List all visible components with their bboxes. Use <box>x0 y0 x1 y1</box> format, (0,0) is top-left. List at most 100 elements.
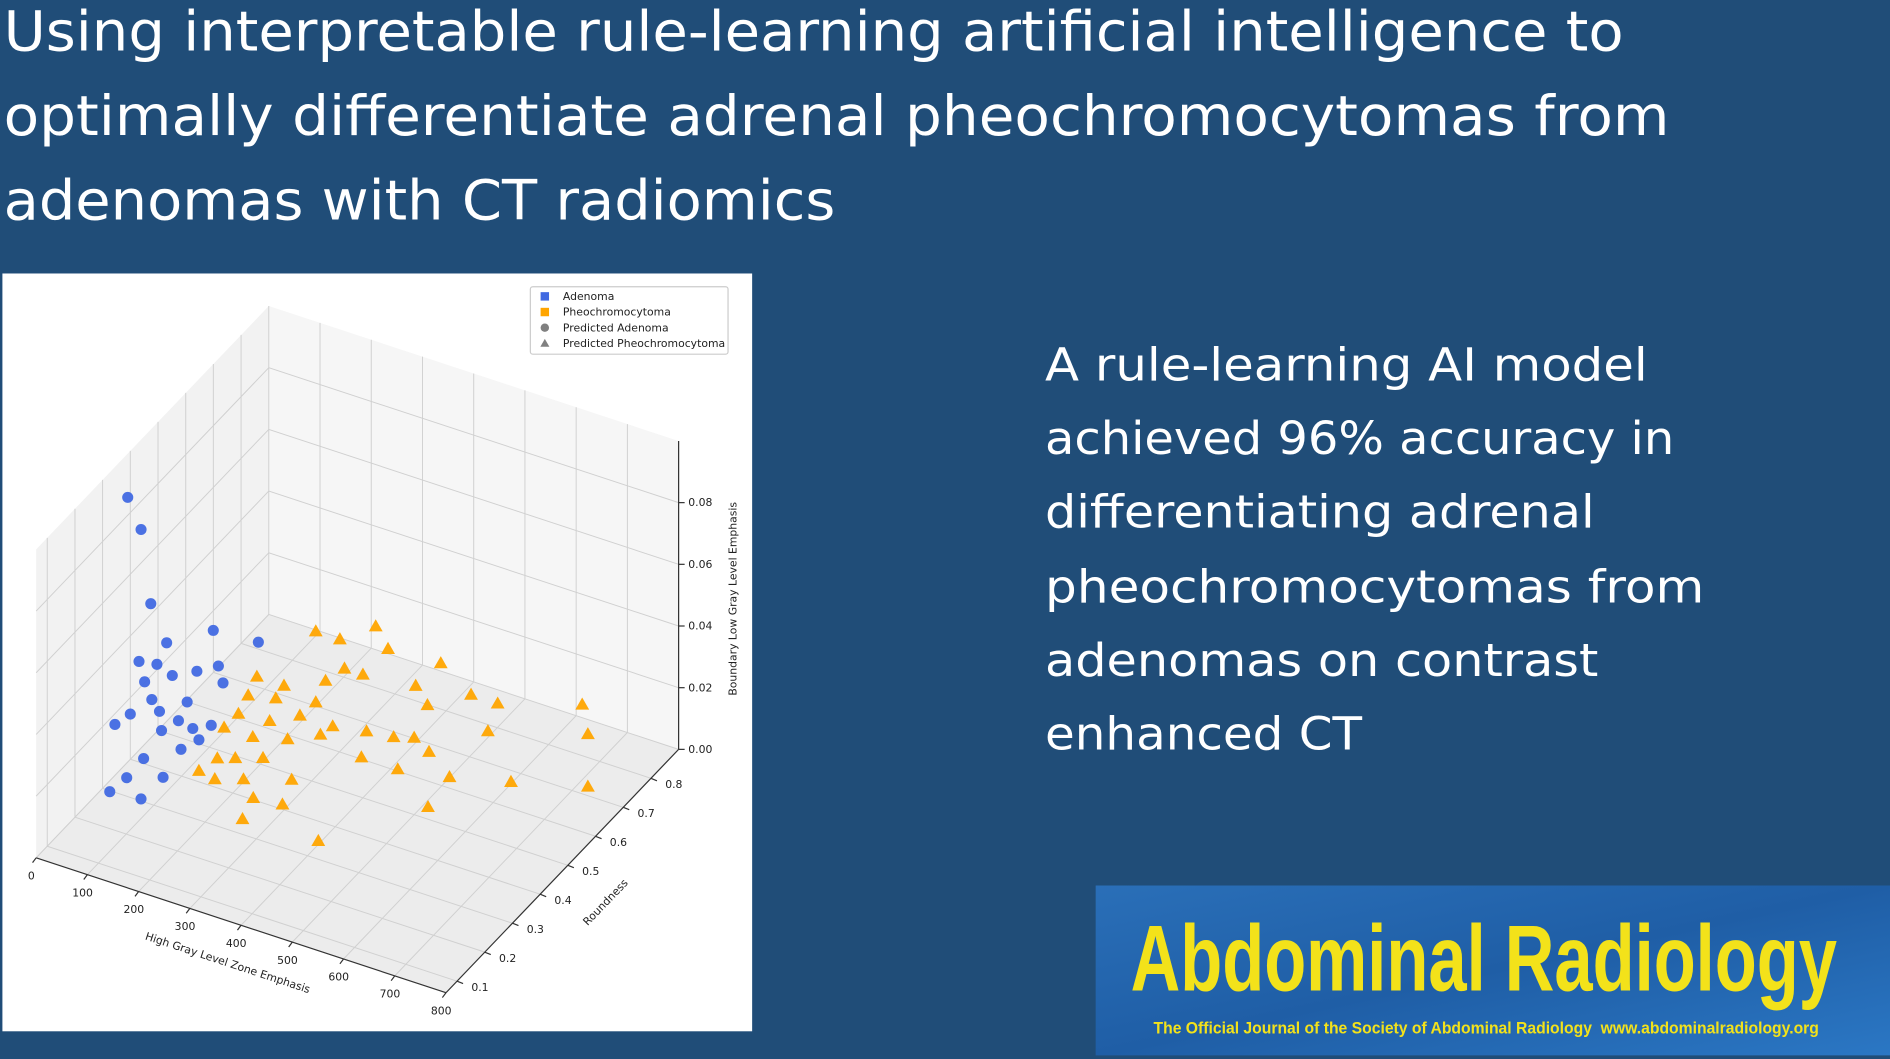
point <box>313 727 328 740</box>
point <box>575 697 590 710</box>
point <box>293 708 307 721</box>
y-tick-label: 0.4 <box>554 894 571 907</box>
point <box>217 677 229 689</box>
summary-line: achieved 96% accuracy in <box>1045 411 1674 465</box>
point <box>580 779 595 792</box>
point <box>135 523 147 536</box>
y-tick <box>512 922 519 927</box>
legend-marker <box>540 323 550 332</box>
point <box>284 772 299 785</box>
point <box>161 637 173 649</box>
point <box>490 696 505 709</box>
legend-box <box>529 286 729 355</box>
summary-line: adenomas on contrast <box>1045 633 1598 687</box>
point <box>193 734 205 746</box>
y-tick-label: 0.8 <box>665 778 682 791</box>
point <box>109 718 121 731</box>
point <box>139 676 151 688</box>
point <box>135 793 147 805</box>
journal-name: Abdominal Radiology <box>1131 905 1837 1010</box>
point <box>207 772 222 785</box>
point <box>231 706 246 719</box>
point <box>212 660 224 672</box>
point <box>138 753 150 765</box>
y-tick-label: 0.5 <box>582 865 599 878</box>
y-tick <box>595 835 602 840</box>
point <box>124 708 136 720</box>
point <box>262 713 277 726</box>
point <box>354 750 369 763</box>
point <box>368 619 383 632</box>
point <box>580 727 595 740</box>
point <box>359 724 374 737</box>
title-line: adenomas with CT radiomics <box>4 169 836 233</box>
point <box>192 763 206 776</box>
x-tick <box>441 992 447 998</box>
point <box>325 719 340 732</box>
point <box>332 632 347 645</box>
point <box>151 658 163 670</box>
grid-line <box>35 552 679 797</box>
point <box>421 799 435 813</box>
point <box>181 696 193 708</box>
x-tick <box>83 874 88 880</box>
point <box>246 790 261 803</box>
z-tick-label: 0.04 <box>688 620 712 633</box>
z-tick-label: 0.00 <box>688 743 712 756</box>
point <box>166 669 178 682</box>
point <box>187 722 199 735</box>
x-tick-label: 400 <box>226 937 247 950</box>
summary-line: differentiating adrenal <box>1045 485 1595 539</box>
point <box>104 786 116 798</box>
point <box>381 641 395 654</box>
legend-label: Pheochromocytoma <box>563 306 671 319</box>
point <box>422 744 436 757</box>
legend-label: Predicted Pheochromocytoma <box>563 337 725 350</box>
point <box>355 667 370 680</box>
point <box>390 762 405 775</box>
y-tick-label: 0.3 <box>527 923 544 936</box>
legend-label: Predicted Adenoma <box>563 321 669 334</box>
point <box>191 665 203 677</box>
z-axis-label: Boundary Low Gray Level Emphasis <box>726 502 739 696</box>
x-tick <box>134 891 140 897</box>
point <box>386 730 401 743</box>
point <box>442 769 457 783</box>
point <box>433 656 448 669</box>
point <box>407 730 422 743</box>
legend-marker <box>540 292 550 301</box>
x-tick-label: 500 <box>277 954 298 967</box>
x-tick <box>390 975 396 982</box>
x-tick-label: 300 <box>175 920 196 933</box>
y-tick <box>567 864 575 869</box>
point <box>133 655 145 667</box>
point <box>280 732 295 745</box>
y-tick <box>539 893 547 898</box>
journal-tagline: The Official Journal of the Society of A… <box>1154 1019 1819 1038</box>
legend-marker <box>540 307 550 317</box>
x-tick-label: 700 <box>380 988 401 1001</box>
point <box>308 624 323 637</box>
x-tick-label: 800 <box>431 1004 452 1017</box>
chart: 0 100 200 300 400 500 600 700 800 0.1 0.2 0.3 0.4 0.5… <box>28 286 739 1017</box>
y-tick <box>484 951 492 956</box>
legend-marker <box>540 338 550 347</box>
x-tick-label: 0 <box>28 869 35 882</box>
grid-line <box>35 428 679 674</box>
z-tick-label: 0.06 <box>688 558 712 571</box>
point <box>277 678 291 691</box>
point <box>318 673 333 686</box>
point <box>155 725 168 737</box>
point <box>210 751 225 764</box>
point <box>235 812 250 825</box>
x-tick <box>185 908 191 914</box>
point <box>121 772 133 784</box>
point <box>337 661 352 674</box>
legend-label: Adenoma <box>563 290 614 303</box>
x-tick-label: 600 <box>328 971 349 984</box>
point <box>172 715 184 727</box>
point <box>308 695 323 708</box>
point <box>122 491 134 503</box>
